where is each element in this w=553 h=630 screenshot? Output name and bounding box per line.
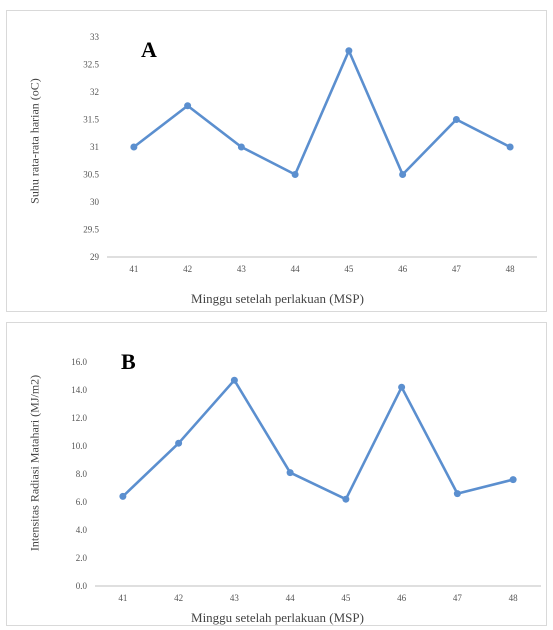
- data-point: [399, 171, 407, 178]
- series-line-a: [133, 49, 511, 176]
- y-tick-label: 10.0: [71, 441, 87, 451]
- x-tick-label: 45: [344, 264, 354, 274]
- x-tick-label: 44: [286, 593, 296, 603]
- data-point: [119, 492, 127, 500]
- data-point: [345, 47, 353, 55]
- data-point: [237, 143, 245, 151]
- data-point: [286, 469, 294, 477]
- x-tick-label: 41: [129, 264, 138, 274]
- x-tick-label: 42: [174, 593, 183, 603]
- panel-label-a: A: [141, 37, 157, 62]
- x-axis-title-a: Minggu setelah perlakuan (MSP): [191, 291, 364, 306]
- chart-a-plot: 29 29.5 30 30.5 31 31.5 32 32.5 33 41 42 43 44 45 46 47…: [83, 32, 537, 274]
- series-line-b: [121, 378, 514, 501]
- y-tick-label: 0.0: [76, 581, 88, 591]
- x-tick-label: 47: [452, 264, 462, 274]
- x-axis-title-b: Minggu setelah perlakuan (MSP): [191, 610, 364, 625]
- y-tick-label: 4.0: [76, 525, 88, 535]
- chart-panel-b: 0.0 2.0 4.0 6.0 8.0 10.0 12.0 14.0 16.0 41 42 43 44 4…: [6, 322, 547, 626]
- data-point: [453, 490, 461, 498]
- data-point: [175, 439, 183, 447]
- data-point: [398, 383, 406, 391]
- x-tick-label: 48: [509, 593, 519, 603]
- y-tick-label: 8.0: [76, 469, 88, 479]
- data-point: [342, 495, 350, 503]
- y-tick-label: 33: [90, 32, 100, 42]
- data-point: [230, 376, 238, 384]
- x-tick-label: 46: [398, 264, 408, 274]
- x-tick-label: 43: [237, 264, 247, 274]
- y-tick-label: 32.5: [83, 60, 99, 70]
- y-tick-label: 12.0: [71, 413, 87, 423]
- x-tick-label: 44: [291, 264, 301, 274]
- data-point: [291, 171, 299, 178]
- y-axis-title-b: Intensitas Radiasi Matahari (MJ/m2): [27, 374, 42, 552]
- y-tick-label: 14.0: [71, 385, 87, 395]
- y-tick-label: 29.5: [83, 225, 99, 235]
- x-tick-label: 41: [118, 593, 127, 603]
- x-tick-label: 43: [230, 593, 240, 603]
- chart-b-plot: 0.0 2.0 4.0 6.0 8.0 10.0 12.0 14.0 16.0 41 42 43 44 4…: [71, 357, 541, 603]
- y-tick-label: 6.0: [76, 497, 88, 507]
- y-tick-label: 31: [90, 142, 99, 152]
- data-point: [130, 143, 138, 151]
- data-point: [184, 102, 192, 110]
- x-tick-label: 47: [453, 593, 463, 603]
- y-tick-label: 32: [90, 87, 99, 97]
- y-tick-label: 30.5: [83, 170, 99, 180]
- y-tick-label: 31.5: [83, 115, 99, 125]
- x-tick-label: 45: [341, 593, 351, 603]
- data-point: [506, 143, 514, 151]
- x-tick-label: 46: [397, 593, 407, 603]
- x-tick-label: 42: [183, 264, 192, 274]
- y-tick-label: 16.0: [71, 357, 87, 367]
- chart-panel-a: 29 29.5 30 30.5 31 31.5 32 32.5 33 41 42 43 44 45 46 47…: [6, 10, 547, 312]
- x-tick-label: 48: [506, 264, 516, 274]
- data-point: [509, 476, 517, 484]
- panel-label-b: B: [121, 349, 136, 374]
- y-axis-title-a: Suhu rata-rata harian (oC): [27, 78, 42, 204]
- y-tick-label: 29: [90, 252, 100, 262]
- data-point: [452, 116, 460, 123]
- y-tick-label: 2.0: [76, 553, 88, 563]
- y-tick-label: 30: [90, 197, 100, 207]
